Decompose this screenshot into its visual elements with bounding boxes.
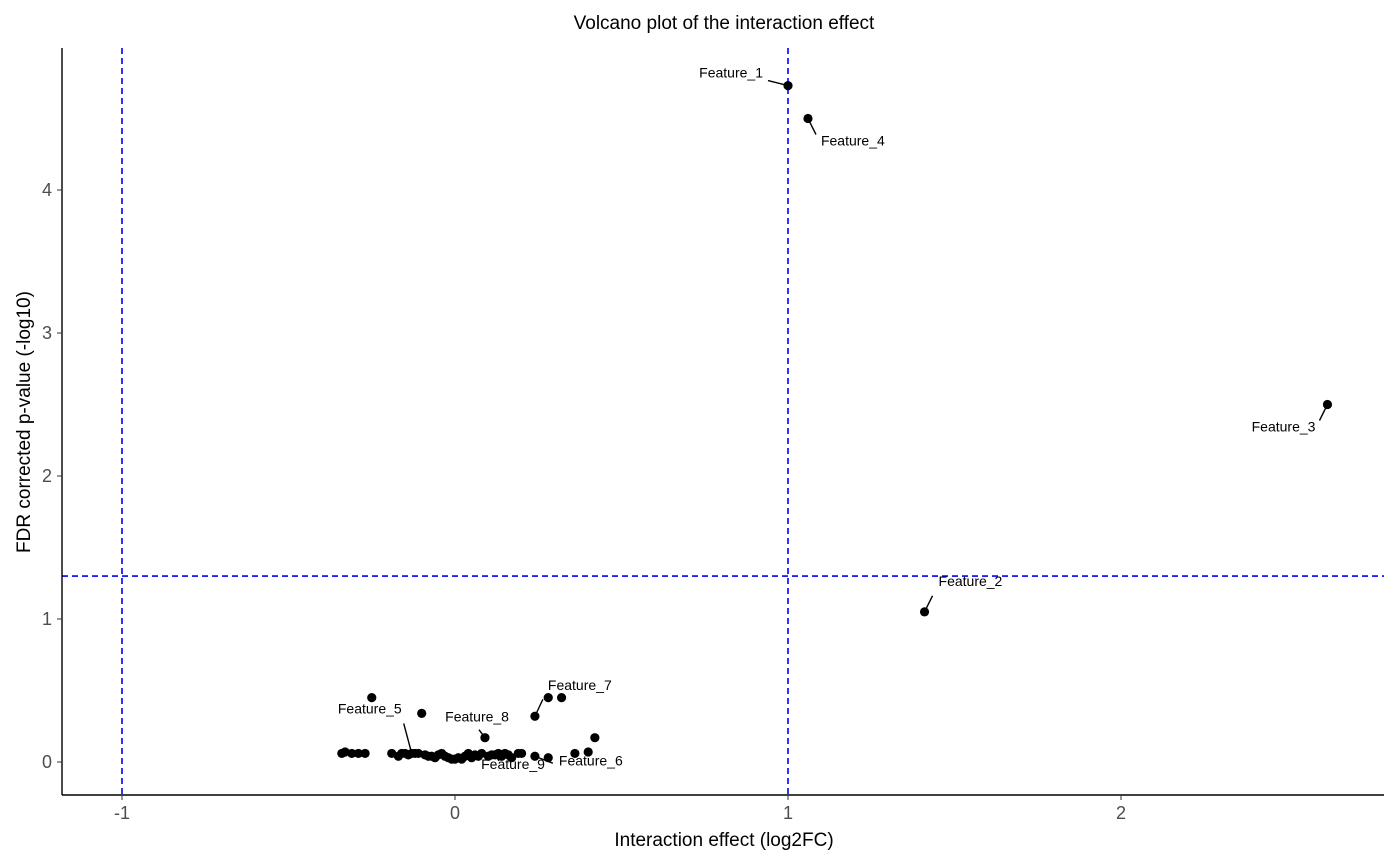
y-tick-label-0: 0 [42, 752, 52, 772]
point-label-feature-3: Feature_3 [1252, 419, 1316, 435]
x-tick-label-1: 1 [783, 803, 793, 823]
data-point-43 [556, 693, 567, 703]
data-point-40 [517, 748, 527, 759]
point-label-feature-2: Feature_2 [939, 573, 1003, 589]
data-point-41 [543, 693, 553, 703]
axes: -1 0 1 2 0 1 2 3 4 [42, 48, 1384, 823]
point-labels: Feature_1 Feature_2 Feature_3 Feature_4 Feat… [338, 65, 1329, 772]
point-label-feature-4: Feature_4 [821, 133, 885, 149]
x-axis-label: Interaction effect (log2FC) [614, 830, 833, 851]
point-label-feature-5: Feature_5 [338, 700, 402, 716]
data-point-46 [590, 733, 600, 743]
y-axis-label: FDR corrected p-value (-log10) [14, 291, 35, 553]
data-point-3 [353, 748, 364, 759]
label-connector-feature-2 [923, 595, 934, 613]
x-tick-label-2: 2 [1116, 803, 1126, 823]
data-point-2 [347, 748, 357, 759]
label-connector-feature-4 [807, 118, 817, 135]
x-tick-label-0: 0 [450, 803, 460, 823]
label-connector-feature-5 [403, 723, 413, 754]
y-tick-label-3: 3 [42, 323, 52, 343]
point-label-feature-6: Feature_6 [559, 752, 623, 768]
data-point-38 [507, 753, 517, 763]
label-connector-feature-9 [494, 754, 500, 762]
label-connector-feature-6 [534, 755, 554, 764]
point-label-feature-8: Feature_8 [445, 709, 509, 725]
data-point-44 [570, 748, 580, 759]
y-tick-label-1: 1 [42, 609, 52, 629]
label-connector-feature-8 [478, 729, 486, 739]
chart-title: Volcano plot of the interaction effect [574, 13, 875, 34]
y-tick-label-4: 4 [42, 180, 52, 200]
data-point-13 [417, 708, 427, 718]
y-tick-label-2: 2 [42, 466, 52, 486]
data-point-4 [360, 748, 370, 759]
labeled-point-feature-5 [407, 748, 417, 759]
point-label-feature-7: Feature_7 [548, 677, 612, 693]
label-connector-feature-3 [1318, 404, 1329, 421]
data-point-45 [583, 747, 593, 757]
label-connector-feature-7 [534, 698, 544, 717]
threshold-lines [62, 48, 1384, 795]
point-label-feature-9: Feature_9 [481, 756, 545, 772]
x-tick-label--1: -1 [114, 803, 130, 823]
label-connector-feature-1 [767, 79, 789, 87]
scatter-points [337, 81, 1333, 764]
data-point-5 [367, 693, 377, 703]
point-label-feature-1: Feature_1 [699, 65, 763, 81]
